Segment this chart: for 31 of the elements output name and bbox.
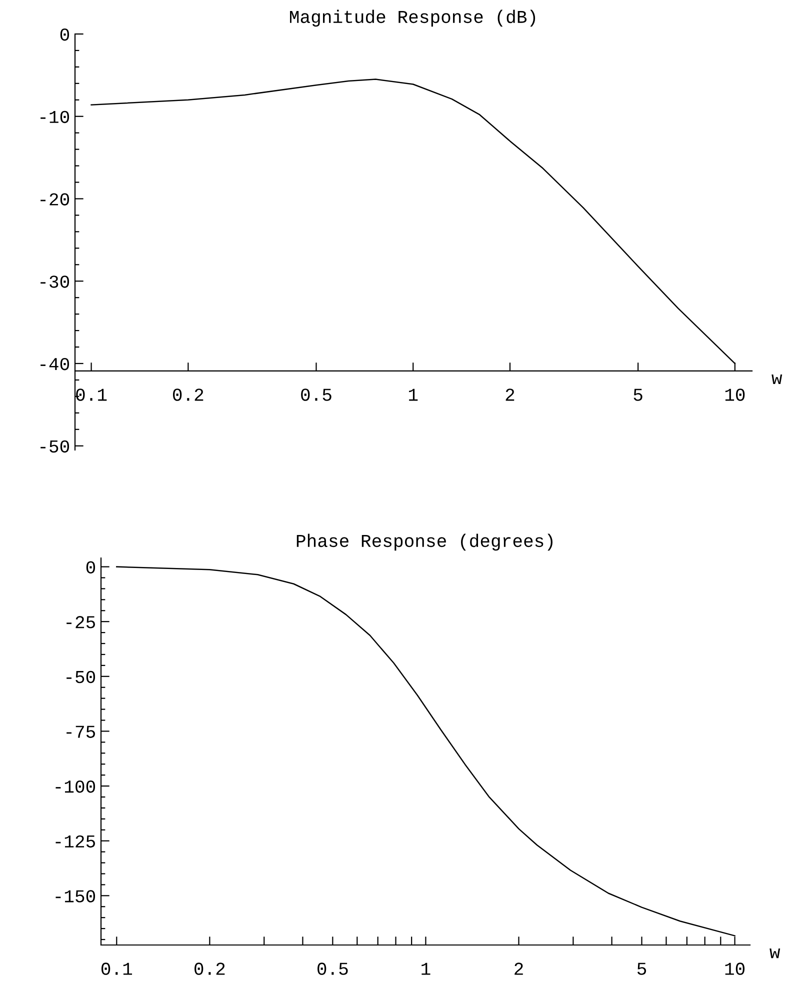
x-tick-label: 10: [725, 388, 745, 401]
x-axis-title: w: [770, 948, 780, 958]
x-tick-label: 0.5: [318, 962, 348, 975]
x-tick-label: 0.5: [301, 388, 332, 401]
chart-title: Phase Response (degrees): [296, 534, 552, 551]
y-tick-label: -75: [66, 726, 95, 738]
y-tick-label: -30: [40, 276, 70, 288]
x-tick-label: 10: [725, 962, 745, 975]
y-tick-label: -25: [66, 616, 95, 628]
y-tick-label: -100: [56, 780, 96, 793]
y-tick-label: 0: [86, 561, 96, 574]
y-tick-label: -50: [40, 440, 70, 453]
x-tick-label: 5: [634, 388, 642, 401]
x-tick-label: 0.2: [173, 388, 204, 401]
y-tick-label: -125: [56, 835, 95, 848]
x-tick-label: 0.2: [194, 962, 225, 975]
x-tick-label: 0.1: [76, 388, 107, 401]
x-tick-label: 0.1: [101, 962, 132, 975]
y-tick-label: -150: [56, 890, 96, 902]
x-tick-label: 5: [637, 962, 646, 975]
y-tick-label: -40: [40, 358, 70, 370]
y-tick-label: -50: [66, 670, 96, 684]
x-tick-label: 2: [514, 962, 523, 975]
x-tick-label: 1: [408, 388, 418, 401]
x-axis-title: w: [772, 374, 782, 384]
x-tick-label: 2: [506, 388, 514, 401]
x-tick-label: 1: [422, 962, 430, 975]
y-tick-label: -20: [40, 193, 70, 206]
y-tick-label: -10: [40, 110, 70, 124]
y-tick-label: 0: [60, 28, 70, 41]
chart-title: Magnitude Response (dB): [290, 10, 536, 27]
